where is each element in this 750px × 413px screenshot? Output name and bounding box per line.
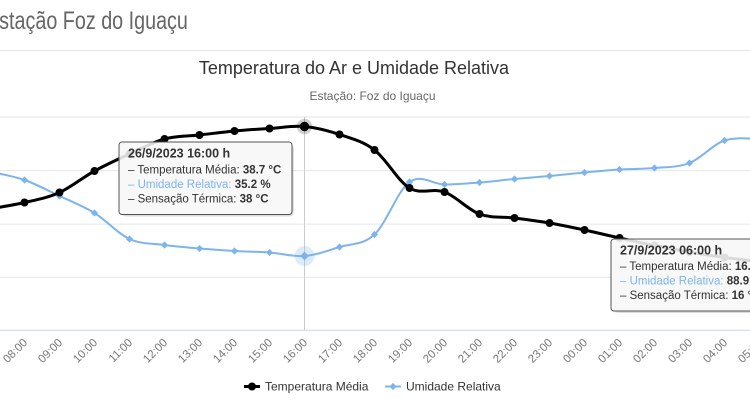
svg-text:Estação Foz do Iguaçu: Estação Foz do Iguaçu xyxy=(0,7,188,35)
svg-text:– Temperatura Média: 16.4 °C: – Temperatura Média: 16.4 °C xyxy=(620,261,750,273)
svg-text:26/9/2023 16:00 h: 26/9/2023 16:00 h xyxy=(128,147,230,161)
svg-text:– Umidade Relativa: 35.2 %: – Umidade Relativa: 35.2 % xyxy=(128,179,271,191)
svg-text:– Umidade Relativa: 88.9 %: – Umidade Relativa: 88.9 % xyxy=(620,276,750,288)
svg-text:Umidade Relativa: Umidade Relativa xyxy=(406,380,501,394)
svg-text:Estação: Foz do Iguaçu: Estação: Foz do Iguaçu xyxy=(309,89,435,103)
svg-text:– Temperatura Média: 38.7 °C: – Temperatura Média: 38.7 °C xyxy=(128,165,281,177)
svg-text:– Sensação Térmica: 38 °C: – Sensação Térmica: 38 °C xyxy=(128,194,269,206)
svg-text:– Sensação Térmica: 16 °C: – Sensação Térmica: 16 °C xyxy=(620,290,750,302)
svg-text:27/9/2023 06:00 h: 27/9/2023 06:00 h xyxy=(620,244,722,258)
svg-text:Temperatura do Ar e Umidade Re: Temperatura do Ar e Umidade Relativa xyxy=(199,58,510,78)
svg-text:Temperatura Média: Temperatura Média xyxy=(265,380,369,394)
